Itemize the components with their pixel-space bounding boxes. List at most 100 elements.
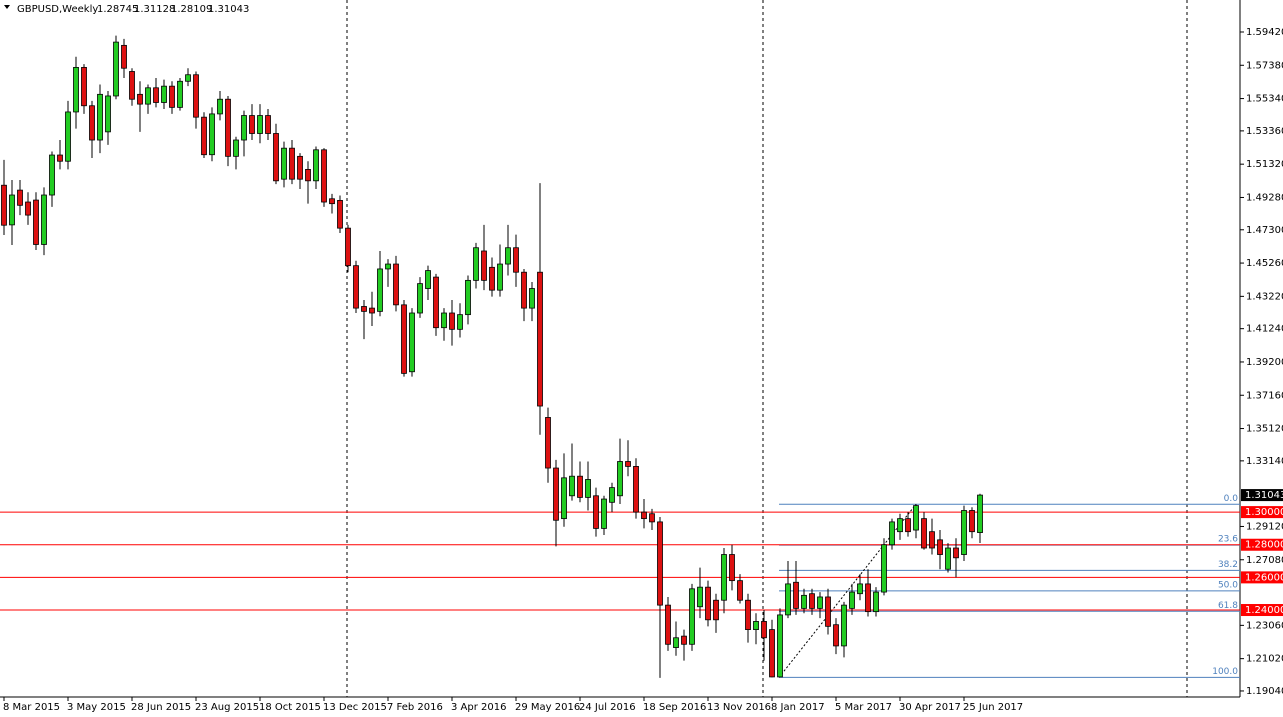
candle-body — [257, 115, 263, 134]
candle-body — [249, 115, 255, 134]
candle-body — [441, 312, 447, 329]
candle-body — [129, 71, 135, 100]
candle-body — [1, 184, 7, 226]
header-close: 1.31043 — [208, 4, 249, 15]
candle-body — [401, 304, 407, 374]
price-line-tag — [1241, 538, 1283, 551]
candle-body — [609, 487, 615, 503]
candle-body — [761, 621, 767, 639]
x-tick-label: 25 Jun 2017 — [963, 702, 1023, 713]
candle-body — [25, 201, 31, 216]
candle-body — [201, 116, 207, 156]
candle-body — [73, 66, 79, 113]
x-tick-label: 24 Jul 2016 — [579, 702, 636, 713]
candle-body — [945, 547, 951, 570]
candle-body — [81, 66, 87, 107]
price-line-tag — [1241, 571, 1283, 584]
candle-body — [97, 93, 103, 141]
y-tick-label: 1.51320 — [1246, 159, 1283, 170]
candle-body — [433, 276, 439, 329]
candle-body — [617, 461, 623, 497]
candle-body — [593, 495, 599, 529]
chart-header: GBPUSD,Weekly 1.28745 1.31128 1.28109 1.… — [17, 4, 249, 15]
candle-body — [569, 475, 575, 497]
candle-body — [89, 105, 95, 141]
price-line-label: 1.26000 — [1245, 572, 1283, 583]
candle-body — [697, 586, 703, 608]
y-tick-label: 1.23060 — [1246, 620, 1283, 631]
price-line-tag — [1241, 506, 1283, 519]
fib-level-label: 61.8 — [1218, 601, 1238, 611]
candle-body — [889, 521, 895, 546]
candle-body — [841, 604, 847, 647]
candle-body — [881, 544, 887, 593]
y-tick-label: 1.21020 — [1246, 654, 1283, 665]
candle-body — [665, 604, 671, 645]
x-tick-label: 13 Nov 2016 — [707, 702, 771, 713]
y-tick-label: 1.39200 — [1246, 357, 1283, 368]
price-line-label: 1.24000 — [1245, 605, 1283, 616]
candle-body — [473, 247, 479, 281]
fib-level-label: 38.2 — [1218, 560, 1238, 570]
candle-body — [361, 306, 367, 312]
candle-body — [337, 200, 343, 229]
candle-body — [641, 511, 647, 520]
price-line-tag — [1241, 604, 1283, 617]
candle-body — [321, 149, 327, 203]
candle-body — [49, 154, 55, 196]
candle-body — [721, 554, 727, 601]
candle-body — [153, 87, 159, 103]
x-tick-label: 18 Oct 2015 — [259, 702, 321, 713]
candle-body — [545, 417, 551, 469]
candle-body — [865, 583, 871, 613]
fib-level-label: 0.0 — [1224, 494, 1239, 504]
candle-body — [329, 198, 335, 205]
x-tick-label: 13 Dec 2015 — [323, 702, 387, 713]
x-tick-label: 8 Mar 2015 — [3, 702, 60, 713]
y-tick-label: 1.47300 — [1246, 225, 1283, 236]
candle-body — [921, 518, 927, 549]
candle-body — [233, 139, 239, 157]
candle-body — [217, 98, 223, 115]
candle-body — [785, 583, 791, 616]
y-tick-label: 1.59420 — [1246, 27, 1283, 38]
candle-body — [225, 98, 231, 157]
candle-body — [777, 614, 783, 678]
candle-body — [729, 554, 735, 582]
y-tick-label: 1.33140 — [1246, 456, 1283, 467]
candle-body — [649, 513, 655, 523]
candle-body — [57, 154, 63, 162]
candle-body — [809, 593, 815, 609]
candle-body — [17, 189, 23, 206]
x-tick-label: 7 Feb 2016 — [387, 702, 443, 713]
candle-body — [633, 466, 639, 513]
x-tick-label: 3 May 2015 — [67, 702, 126, 713]
candle-body — [585, 479, 591, 498]
candle-body — [657, 521, 663, 606]
candle-body — [241, 115, 247, 141]
y-tick-label: 1.41240 — [1246, 324, 1283, 335]
candle-body — [825, 596, 831, 627]
candle-body — [529, 288, 535, 309]
current-price-label: 1.31043 — [1245, 490, 1283, 501]
candle-body — [953, 547, 959, 559]
candle-body — [65, 111, 71, 162]
candle-body — [713, 599, 719, 621]
fib-level-label: 23.6 — [1218, 535, 1238, 545]
candle-body — [897, 518, 903, 533]
candle-body — [873, 591, 879, 613]
candle-body — [561, 477, 567, 520]
candle-body — [297, 155, 303, 180]
x-tick-label: 30 Apr 2017 — [899, 702, 961, 713]
candle-body — [521, 271, 527, 309]
current-price-tag — [1241, 489, 1283, 502]
y-tick-label: 1.27080 — [1246, 555, 1283, 566]
y-tick-label: 1.37160 — [1246, 390, 1283, 401]
candle-body — [753, 621, 759, 631]
candle-body — [689, 588, 695, 645]
candle-body — [905, 518, 911, 533]
candle-body — [305, 168, 311, 182]
menu-triangle[interactable] — [4, 5, 10, 9]
